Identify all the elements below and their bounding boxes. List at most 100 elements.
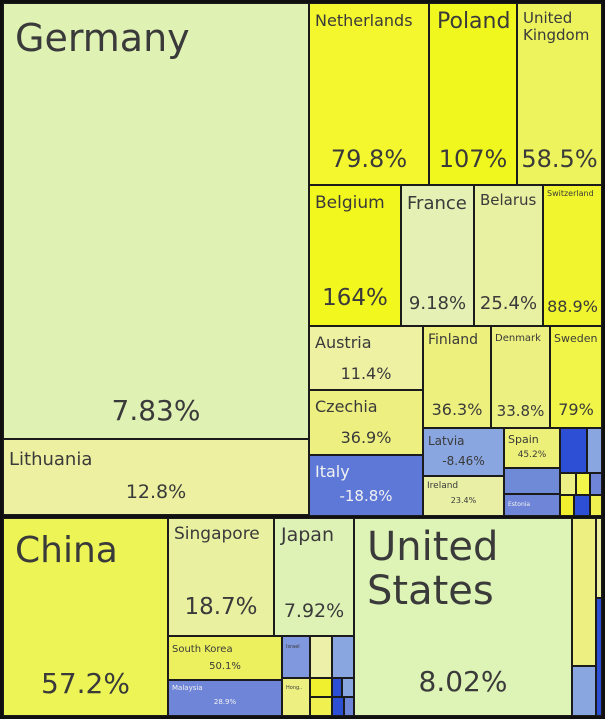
cell-label: Netherlands	[315, 11, 413, 30]
cell-label: Lithuania	[9, 449, 93, 470]
treemap-cell-minor	[332, 697, 344, 716]
treemap-cell-hong-kong: Hong..	[282, 678, 310, 716]
cell-label: Latvia	[428, 434, 465, 448]
cell-label: Germany	[15, 16, 190, 60]
treemap-cell-singapore: Singapore 18.7%	[168, 518, 274, 636]
treemap-cell-belarus: Belarus 25.4%	[474, 185, 543, 326]
cell-label: Hong..	[286, 685, 303, 691]
treemap-cell-minor	[574, 495, 590, 516]
cell-value: 88.9%	[547, 297, 598, 316]
treemap-cell-united-states: United States 8.02%	[354, 518, 572, 716]
treemap-cell-lithuania: Lithuania 12.8%	[3, 439, 309, 515]
cell-value: 11.4%	[340, 364, 392, 383]
treemap-cell-italy: Italy -18.8%	[309, 455, 423, 516]
cell-label: Austria	[315, 333, 372, 352]
cell-value: 7.83%	[111, 394, 201, 427]
cell-value: 57.2%	[41, 667, 130, 700]
cell-value: 18.7%	[184, 594, 258, 620]
treemap-cell-spain: Spain 45.2%	[504, 428, 560, 468]
treemap-cell-minor	[590, 473, 602, 495]
cell-label: Belgium	[315, 193, 385, 213]
cell-value: 23.4%	[450, 496, 477, 505]
cell-label: Belarus	[480, 191, 537, 209]
cell-value: 7.92%	[283, 600, 345, 622]
cell-label: Japan	[281, 524, 334, 546]
cell-label: Denmark	[495, 333, 541, 344]
treemap-cell-minor	[310, 697, 332, 716]
cell-label: France	[407, 193, 467, 214]
treemap-cell-belgium: Belgium 164%	[309, 185, 401, 326]
treemap-cell-minor	[504, 468, 560, 494]
treemap-cell-austria: Austria 11.4%	[309, 326, 423, 390]
treemap-cell-minor	[310, 636, 332, 678]
treemap-cell-minor	[572, 518, 596, 666]
treemap-cell-japan: Japan 7.92%	[274, 518, 354, 636]
treemap-cell-minor	[587, 428, 602, 473]
treemap-cell-minor	[332, 678, 342, 697]
treemap-cell-germany: Germany 7.83%	[3, 3, 309, 439]
cell-value: 79%	[558, 400, 594, 419]
cell-label: Sweden	[554, 332, 598, 345]
treemap-cell-south-korea: South Korea 50.1%	[168, 636, 282, 680]
cell-label: Israel	[286, 644, 300, 650]
cell-value: 107%	[438, 145, 508, 173]
cell-label: Finland	[428, 332, 479, 348]
treemap-cell-minor	[596, 518, 602, 598]
cell-label: China	[15, 530, 118, 571]
cell-label: Ireland	[427, 481, 459, 491]
treemap-cell-finland: Finland 36.3%	[423, 326, 491, 428]
treemap-cell-ireland: Ireland 23.4%	[423, 476, 504, 516]
cell-value: -8.46%	[442, 454, 485, 468]
cell-label: Poland	[437, 9, 511, 34]
treemap-cell-minor	[310, 678, 332, 697]
cell-value: 58.5%	[521, 145, 598, 173]
treemap-cell-minor	[344, 697, 354, 716]
treemap-cell-minor	[342, 678, 354, 697]
cell-value: 12.8%	[125, 481, 187, 503]
treemap-cell-malaysia: Malaysia 28.9%	[168, 680, 282, 716]
treemap-cell-minor	[560, 428, 587, 473]
treemap-cell-czechia: Czechia 36.9%	[309, 390, 423, 455]
cell-value: 36.9%	[340, 428, 392, 447]
treemap-cell-switzerland: Switzerland 88.9%	[543, 185, 602, 326]
treemap-cell-minor	[560, 495, 574, 516]
treemap-cell-minor	[572, 666, 596, 716]
treemap-cell-minor	[596, 598, 602, 716]
cell-value: 33.8%	[496, 402, 545, 420]
cell-label: Spain	[508, 433, 539, 446]
treemap-cell-minor	[590, 495, 602, 516]
treemap-cell-denmark: Denmark 33.8%	[491, 326, 550, 428]
cell-value: 45.2%	[517, 450, 547, 460]
treemap-cell-netherlands: Netherlands 79.8%	[309, 3, 429, 185]
treemap-cell-israel: Israel	[282, 636, 310, 678]
cell-label: Switzerland	[547, 189, 594, 198]
cell-label: Malaysia	[172, 684, 203, 692]
treemap-cell-united-kingdom: United Kingdom 58.5%	[517, 3, 602, 185]
cell-value: -18.8%	[339, 487, 393, 505]
treemap-cell-estonia: Estonia	[504, 494, 560, 516]
treemap-cell-minor	[560, 473, 576, 495]
treemap-cell-minor	[332, 636, 354, 678]
treemap-cell-france: France 9.18%	[401, 185, 474, 326]
cell-value: 36.3%	[431, 400, 483, 419]
cell-value: 164%	[322, 285, 388, 311]
cell-value: 50.1%	[209, 661, 241, 672]
cell-label: Czechia	[315, 397, 378, 416]
treemap-cell-poland: Poland 107%	[429, 3, 517, 185]
cell-label: Italy	[315, 462, 350, 481]
cell-value: 8.02%	[418, 665, 508, 698]
cell-label: United States	[367, 524, 499, 614]
treemap-cell-china: China 57.2%	[3, 518, 168, 716]
cell-label: South Korea	[172, 644, 233, 655]
cell-value: 9.18%	[408, 293, 467, 314]
cell-value: 25.4%	[479, 293, 538, 314]
cell-label: United Kingdom	[523, 9, 590, 44]
cell-value: 28.9%	[213, 698, 237, 706]
cell-label: Singapore	[174, 524, 260, 544]
cell-label: Estonia	[508, 501, 531, 508]
treemap-cell-latvia: Latvia -8.46%	[423, 428, 504, 476]
treemap-cell-minor	[576, 473, 590, 495]
cell-value: 79.8%	[330, 145, 408, 173]
treemap-cell-sweden: Sweden 79%	[550, 326, 602, 428]
